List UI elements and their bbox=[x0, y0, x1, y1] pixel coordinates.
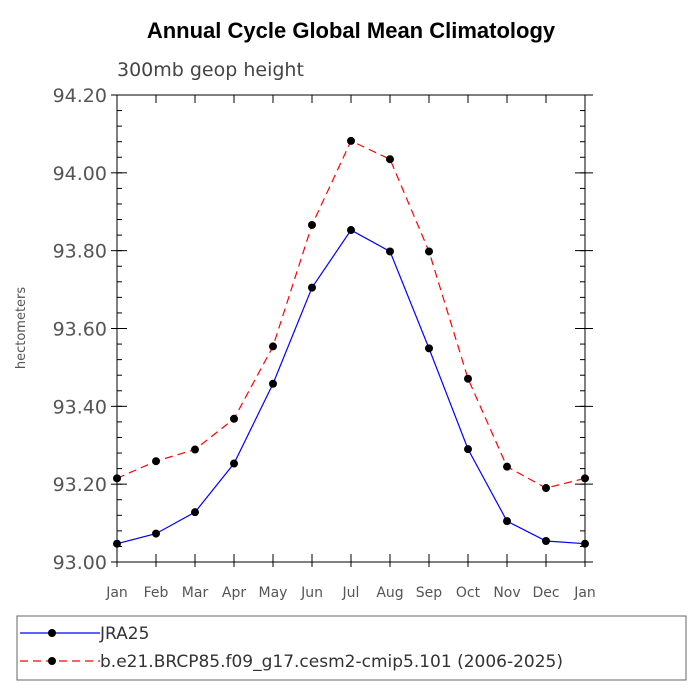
data-point bbox=[542, 536, 550, 545]
legend: JRA25 b.e21.BRCP85.f09_g17.cesm2-cmip5.10… bbox=[16, 615, 687, 681]
x-tick-label: Oct bbox=[456, 585, 481, 601]
chart-subtitle: 300mb geop height bbox=[117, 59, 304, 81]
chart-title: Annual Cycle Global Mean Climatology bbox=[147, 18, 556, 43]
data-point bbox=[464, 445, 472, 454]
legend-marker bbox=[48, 629, 56, 637]
data-point bbox=[581, 539, 589, 548]
data-point bbox=[347, 136, 355, 145]
data-point bbox=[386, 247, 394, 256]
legend-label-1: JRA25 bbox=[99, 624, 149, 644]
y-tick-label: 93.60 bbox=[53, 319, 107, 341]
x-tick-label: Jan bbox=[573, 585, 596, 601]
major-ticks bbox=[111, 94, 593, 567]
x-tick-label: Aug bbox=[376, 585, 403, 601]
data-point bbox=[113, 474, 121, 483]
data-point bbox=[269, 342, 277, 351]
x-tick-label: Dec bbox=[532, 585, 559, 601]
data-point bbox=[581, 474, 589, 483]
data-point bbox=[152, 529, 160, 538]
plot-border bbox=[116, 94, 586, 563]
legend-box bbox=[16, 615, 687, 681]
data-point bbox=[542, 484, 550, 493]
series-markers bbox=[113, 136, 589, 548]
data-point bbox=[503, 517, 511, 526]
data-point bbox=[425, 344, 433, 353]
data-point bbox=[269, 379, 277, 388]
y-axis-label: hectometers bbox=[14, 287, 29, 370]
data-point bbox=[464, 374, 472, 383]
x-tick-label: Jun bbox=[300, 585, 323, 601]
x-tick-label: Feb bbox=[144, 585, 169, 601]
data-point bbox=[425, 247, 433, 256]
data-point bbox=[230, 459, 238, 468]
x-tick-labels: Jan Feb Mar Apr May Jun Jul Aug Sep Oct Nov Dec Jan bbox=[105, 585, 596, 601]
plot-area bbox=[116, 94, 586, 563]
legend-label-2: b.e21.BRCP85.f09_g17.cesm2-cmip5.101 (20… bbox=[100, 652, 563, 672]
x-tick-label: Sep bbox=[416, 585, 443, 601]
series-line-2 bbox=[116, 140, 586, 489]
data-point bbox=[191, 445, 199, 454]
y-tick-label: 93.80 bbox=[53, 241, 107, 263]
y-tick-label: 94.20 bbox=[53, 85, 107, 107]
data-point bbox=[191, 508, 199, 517]
y-tick-label: 94.00 bbox=[53, 163, 107, 185]
legend-marker bbox=[48, 657, 56, 665]
data-point bbox=[152, 457, 160, 466]
data-point bbox=[230, 414, 238, 423]
data-point bbox=[347, 226, 355, 235]
x-tick-label: Mar bbox=[182, 585, 209, 601]
y-tick-labels: 93.00 93.20 93.40 93.60 93.80 94.00 94.20 bbox=[53, 85, 107, 574]
y-tick-label: 93.00 bbox=[53, 552, 107, 574]
y-tick-label: 93.20 bbox=[53, 474, 107, 496]
y-tick-label: 93.40 bbox=[53, 396, 107, 418]
x-tick-label: Nov bbox=[493, 585, 520, 601]
x-tick-label: Jan bbox=[105, 585, 128, 601]
series-line-1 bbox=[116, 229, 586, 545]
series-lines bbox=[116, 140, 586, 545]
x-tick-label: Jul bbox=[342, 585, 360, 601]
data-point bbox=[386, 155, 394, 164]
data-point bbox=[308, 220, 316, 229]
minor-ticks bbox=[117, 94, 585, 563]
x-tick-label: May bbox=[259, 585, 288, 601]
data-point bbox=[503, 462, 511, 471]
x-tick-label: Apr bbox=[222, 585, 246, 601]
data-point bbox=[113, 539, 121, 548]
data-point bbox=[308, 283, 316, 292]
